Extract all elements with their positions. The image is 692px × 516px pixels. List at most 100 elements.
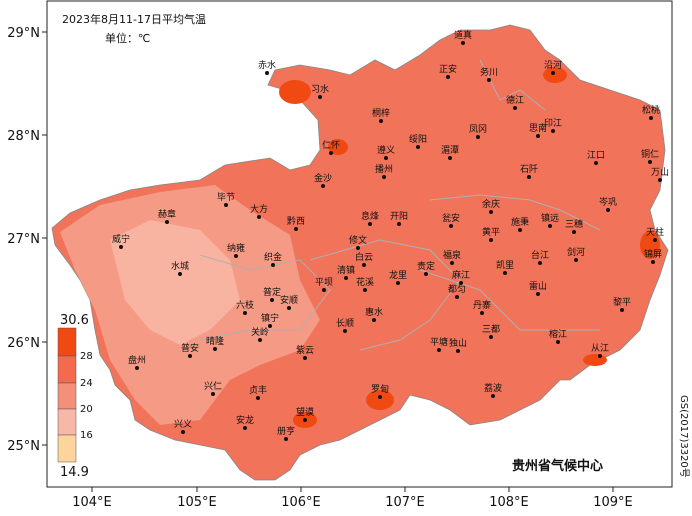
city-dot [356,246,360,250]
city-dot [362,263,366,267]
city-label: 安顺 [280,294,298,306]
city-dot [503,271,507,275]
city-dot [456,349,460,353]
city-label: 德江 [506,94,524,106]
city-label: 凯里 [496,259,514,271]
city-label: 开阳 [390,211,408,222]
city-label: 大方 [250,203,268,215]
city-label: 道真 [454,29,472,41]
city-dot [658,178,662,182]
lat-label: 26°N [7,336,40,351]
city-dot [243,426,247,430]
city-label: 镇远 [541,212,559,224]
city-label: 独山 [449,337,467,349]
city-dot [211,392,215,396]
city-dot [536,292,540,296]
city-label: 凤冈 [469,124,487,135]
city-dot [620,308,624,312]
city-dot [653,238,657,242]
city-dot [372,318,376,322]
city-label: 岑巩 [599,196,617,208]
city-label: 福泉 [443,249,461,261]
lon-label: 106°E [281,495,321,510]
city-label: 毕节 [217,191,235,203]
city-label: 黎平 [613,296,631,308]
city-label: 麻江 [452,269,470,281]
city-dot [268,324,272,328]
city-label: 湄潭 [441,145,459,156]
city-label: 望谟 [296,406,314,418]
city-dot [416,145,420,149]
city-label: 都匀 [448,283,466,295]
city-dot [397,222,401,226]
city-label: 榕江 [549,328,567,340]
legend-label: 16 [80,430,93,441]
city-dot [396,281,400,285]
credit: 贵州省气候中心 [512,458,603,474]
city-dot [527,175,531,179]
city-label: 贞丰 [249,384,267,396]
city-dot [329,151,333,155]
city-dot [165,220,169,224]
legend-swatch [57,408,77,436]
city-label: 安龙 [236,414,254,426]
city-label: 六枝 [236,299,254,311]
city-dot [450,261,454,265]
city-dot [424,272,428,276]
legend-swatch [57,382,77,410]
city-dot [257,215,261,219]
legend-swatch [57,327,77,357]
city-label: 花溪 [356,276,374,288]
city-dot [378,395,382,399]
city-label: 余庆 [482,198,500,210]
city-label: 织金 [264,251,282,263]
city-label: 沿河 [544,59,562,71]
city-label: 正安 [439,63,457,75]
city-dot [188,354,192,358]
city-dot [382,175,386,179]
lat-label: 29°N [7,26,40,41]
lat-label: 28°N [7,129,40,144]
city-label: 晴隆 [206,335,224,347]
lon-label: 105°E [177,495,217,510]
city-label: 普定 [263,286,281,298]
city-label: 思南 [529,122,547,134]
city-label: 绥阳 [409,134,427,145]
city-dot [572,230,576,234]
city-dot [234,254,238,258]
city-label: 仁怀 [322,139,340,151]
city-dot [459,281,463,285]
city-dot [135,366,139,370]
city-dot [461,41,465,45]
city-label: 镇宁 [261,312,279,324]
city-dot [449,224,453,228]
city-dot [538,261,542,265]
city-label: 天柱 [646,226,664,238]
legend-swatch [57,355,77,384]
city-label: 万山 [651,167,669,178]
city-dot [284,437,288,441]
city-dot [303,356,307,360]
city-label: 纳雍 [227,242,245,254]
city-dot [303,418,307,422]
city-label: 丹寨 [473,299,491,311]
city-dot [489,210,493,214]
city-dot [344,276,348,280]
city-dot [271,263,275,267]
city-dot [437,348,441,352]
city-dot [548,224,552,228]
lon-label: 108°E [489,495,529,510]
city-label: 普安 [181,342,199,354]
city-label: 从江 [591,343,609,354]
city-label: 赤水 [258,59,276,71]
city-label: 平坝 [315,277,333,288]
city-label: 金沙 [314,172,332,184]
city-label: 台江 [531,249,549,261]
city-label: 白云 [355,251,373,263]
city-label: 盘州 [128,354,146,366]
city-dot [384,156,388,160]
city-dot [536,134,540,138]
city-label: 威宁 [112,233,130,245]
city-label: 贵定 [417,260,435,272]
city-dot [518,228,522,232]
